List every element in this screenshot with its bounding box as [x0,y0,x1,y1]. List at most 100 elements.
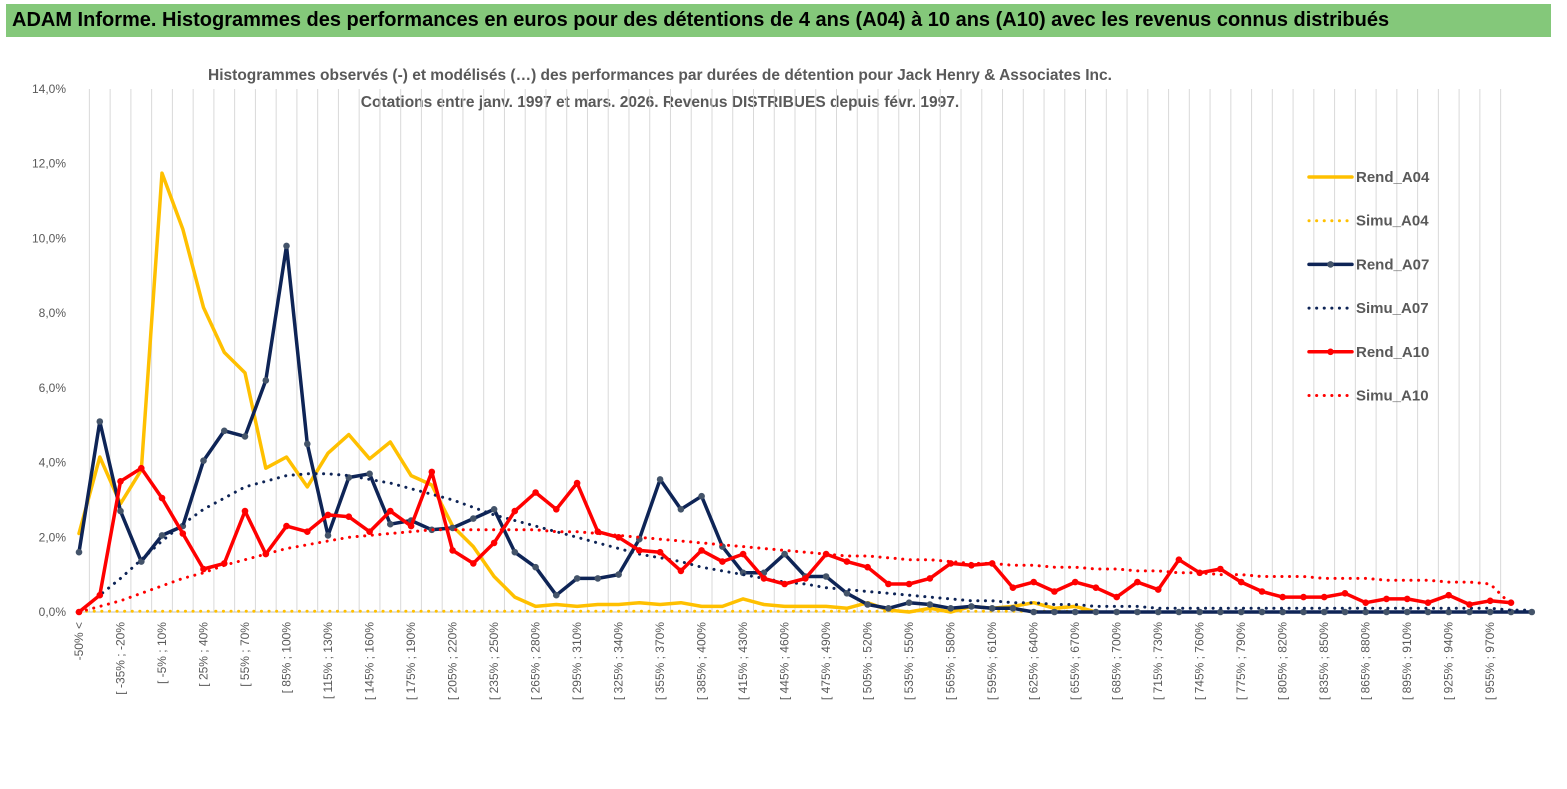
chart: Histogrammes observés (-) et modélisés (… [32,67,1536,700]
data-point [1383,595,1390,603]
data-point [1196,608,1203,616]
y-tick-label: 4,0% [39,456,67,470]
x-tick-label: [ 205% ; 220% [446,622,460,700]
x-tick-label: [ 475% ; 490% [819,622,833,700]
data-point [1341,608,1349,616]
data-point [1341,590,1349,597]
data-point [1258,608,1266,616]
data-point [200,457,207,465]
data-point [1362,608,1369,616]
report-title-banner: ADAM Informe. Histogrammes des performan… [6,4,1551,37]
data-point [1403,595,1411,603]
data-point [1383,608,1390,616]
data-point [366,528,373,535]
legend-item-rend-a10[interactable]: Rend_A10 [1307,344,1429,361]
x-tick-label: [ 535% ; 550% [902,622,916,700]
data-point [1237,608,1245,616]
data-point [117,507,124,515]
legend-label: Rend_A10 [1356,344,1429,361]
y-axis: 0,0% 2,0% 4,0% 6,0% 8,0% 10,0% 12,0% 14,0% [32,82,66,619]
legend-item-simu-a04[interactable]: Simu_A04 [1307,213,1429,230]
data-point [387,520,394,528]
data-point [719,558,726,565]
x-tick-label: -50% < [72,622,86,660]
y-tick-label: 6,0% [39,381,67,395]
x-tick-label: [ 235% ; 250% [487,622,501,700]
data-point [615,571,622,578]
legend-label: Simu_A04 [1356,213,1429,230]
x-tick-label: [ 685% ; 700% [1110,622,1124,700]
legend[interactable]: Rend_A04 Simu_A04 Rend_A07 Simu_A07 Rend_A10… [1307,169,1430,405]
data-point [802,575,809,582]
data-point [179,530,187,537]
x-tick-label: [ 775% ; 790% [1234,622,1248,700]
data-point [221,427,228,435]
x-tick-label: [ 625% ; 640% [1027,622,1041,700]
data-point [698,547,705,554]
legend-item-simu-a07[interactable]: Simu_A07 [1307,300,1429,317]
data-point [656,548,664,556]
data-point [905,599,913,606]
data-point [96,418,104,425]
data-point [905,580,913,588]
x-tick-label: [ 415% ; 430% [736,622,750,700]
x-tick-label: [ 115% ; 130% [321,622,335,699]
data-point [158,494,166,502]
data-point [864,563,871,571]
data-point [698,492,705,500]
data-point [96,591,104,599]
report-title: ADAM Informe. Histogrammes des performan… [12,9,1390,31]
data-point [1071,578,1079,586]
data-point [1154,586,1162,593]
x-tick-label: [ 955% ; 970% [1483,622,1497,700]
data-point [241,507,249,515]
data-point [1113,608,1120,616]
data-point [1445,591,1452,599]
legend-item-simu-a10[interactable]: Simu_A10 [1307,388,1429,405]
data-point [926,601,934,608]
data-point [864,601,871,608]
y-tick-label: 0,0% [39,605,67,619]
x-tick-label: [ 175% ; 190% [404,622,418,700]
data-point [490,506,498,513]
legend-item-rend-a07[interactable]: Rend_A07 [1307,256,1429,273]
x-tick-label: [ 865% ; 880% [1359,622,1373,700]
data-point [366,470,373,478]
data-point [1320,608,1328,616]
data-point [532,563,539,571]
x-tick-label: [ 55% ; 70% [238,622,252,687]
gridlines [75,89,1521,613]
x-tick-label: [ 595% ; 610% [985,622,999,700]
data-point [117,478,124,485]
legend-label: Rend_A04 [1356,169,1430,186]
data-point [1424,608,1432,616]
data-point [470,515,477,522]
data-point [138,558,145,565]
data-point [262,377,270,384]
legend-marker [1327,261,1334,268]
legend-label: Simu_A10 [1356,388,1429,405]
series-line [77,472,1534,614]
data-point [511,507,519,515]
data-point [739,550,747,558]
x-tick-label: [ 85% ; 100% [280,622,294,694]
data-point [1113,593,1120,601]
data-point [656,476,664,483]
x-tick-label: [ 385% ; 400% [695,622,709,700]
data-point [1092,608,1100,616]
data-point [594,575,602,582]
data-point [885,605,892,612]
data-point [1175,556,1183,563]
data-point [1279,608,1286,616]
data-point [1528,608,1536,616]
x-tick-label: [ 355% ; 370% [653,622,667,700]
data-point [324,511,332,519]
data-point [1154,608,1162,616]
legend-marker [1327,348,1334,356]
data-point [428,468,436,476]
x-tick-label: [ 565% ; 580% [944,622,958,700]
data-point [781,550,788,558]
data-point [324,532,332,539]
legend-item-rend-a04[interactable]: Rend_A04 [1307,169,1430,186]
data-point [511,548,519,556]
